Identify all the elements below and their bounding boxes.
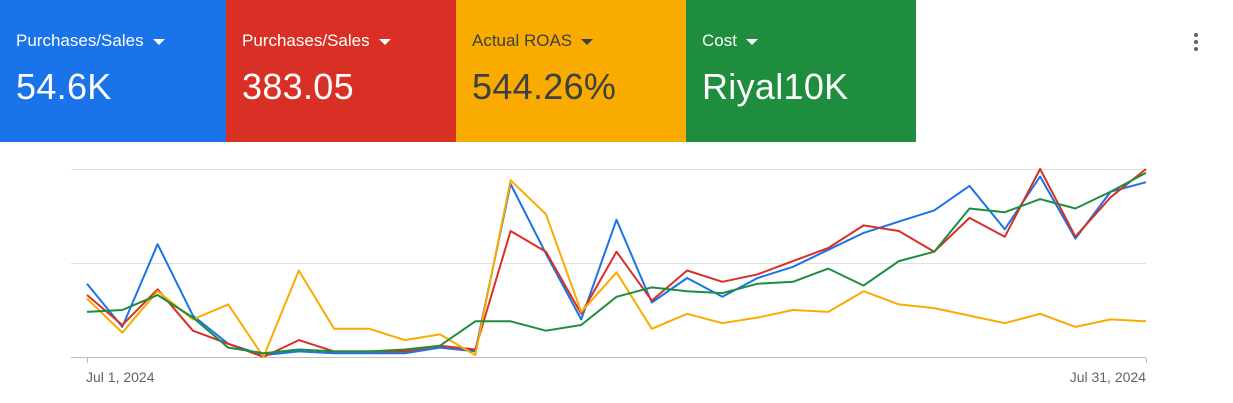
- more-vert-icon[interactable]: [1184, 26, 1208, 58]
- x-axis: Jul 1, 2024 Jul 31, 2024: [86, 358, 1147, 385]
- x-tick-label: Jul 1, 2024: [86, 369, 155, 385]
- scorecard-value: Riyal10K: [702, 66, 849, 107]
- x-tick-label: Jul 31, 2024: [1070, 369, 1146, 385]
- scorecard-header[interactable]: Purchases/Sales: [242, 31, 456, 51]
- caret-down-icon[interactable]: [745, 38, 758, 45]
- scorecard-purchases-sales[interactable]: Purchases/Sales 54.6K: [0, 0, 230, 142]
- scorecard-header[interactable]: Purchases/Sales: [16, 31, 230, 51]
- series-line-3: [86, 179, 1147, 358]
- scorecard-label: Purchases/Sales: [242, 31, 370, 50]
- scorecard-value: 54.6K: [16, 66, 112, 107]
- scorecard-header[interactable]: Actual ROAS: [472, 31, 686, 51]
- scorecard-actual-roas[interactable]: Actual ROAS 544.26%: [456, 0, 686, 142]
- caret-down-icon[interactable]: [152, 38, 165, 45]
- caret-down-icon[interactable]: [378, 38, 391, 45]
- scorecard-label: Actual ROAS: [472, 31, 573, 50]
- scorecard-cost[interactable]: Cost Riyal10K: [686, 0, 916, 142]
- scorecard-value: 383.05: [242, 66, 354, 107]
- scorecard-value: 544.26%: [472, 66, 617, 107]
- line-chart: Jul 1, 2024 Jul 31, 2024: [71, 168, 1147, 385]
- chart-gridlines: [71, 169, 1146, 358]
- caret-down-icon[interactable]: [581, 38, 594, 45]
- scorecard-purchases-sales-2[interactable]: Purchases/Sales 383.05: [226, 0, 456, 142]
- series-line-4: [86, 171, 1147, 355]
- scorecard-label: Purchases/Sales: [16, 31, 144, 50]
- series-line-1: [86, 175, 1147, 357]
- chart-series: [86, 168, 1147, 358]
- scorecard-label: Cost: [702, 31, 737, 50]
- scorecard-header[interactable]: Cost: [702, 31, 916, 51]
